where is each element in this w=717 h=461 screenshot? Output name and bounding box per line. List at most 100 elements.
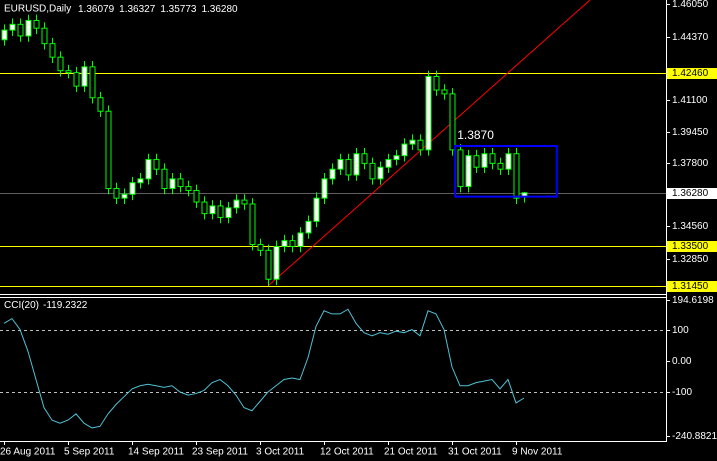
price-tag	[667, 281, 717, 292]
candle-body	[185, 186, 192, 191]
candle-body	[233, 199, 240, 209]
candle-body	[257, 244, 264, 251]
candle-body	[457, 149, 464, 188]
candle-body	[33, 19, 40, 29]
ohlc-value: 1.36280	[201, 4, 238, 15]
price-tag-label: 1.33500	[672, 241, 709, 252]
candle-body	[489, 153, 496, 164]
candle-body	[65, 70, 72, 74]
candle-body	[17, 23, 24, 37]
price-tag-label: 1.42460	[672, 68, 709, 79]
candle-body	[145, 159, 152, 180]
candle-body	[385, 159, 392, 168]
candle-body	[97, 97, 104, 112]
candle-body	[369, 162, 376, 180]
candle-body	[241, 199, 248, 205]
y-tick-label: 1.46050	[672, 0, 709, 10]
ohlc-value: 1.35773	[160, 4, 197, 15]
candle-body	[49, 43, 56, 58]
price-tag	[667, 188, 717, 199]
ohlc-values: 1.36079 1.36327 1.35773 1.36280	[78, 4, 238, 15]
candle-body	[377, 166, 384, 180]
candle-body	[345, 159, 352, 176]
candle-body	[497, 162, 504, 170]
candle-body	[473, 155, 480, 168]
x-tick-label: 31 Oct 2011	[448, 447, 502, 458]
candle-body	[9, 23, 16, 31]
candle-body	[321, 178, 328, 199]
candle-body	[433, 75, 440, 91]
candle-body	[161, 168, 168, 190]
x-tick-label: 3 Oct 2011	[256, 447, 305, 458]
box-label: 1.3870	[457, 128, 494, 142]
candle-body	[169, 178, 176, 190]
candle-body	[225, 207, 232, 218]
y-tick-label: 1.41100	[672, 95, 708, 106]
candle-body	[289, 240, 296, 247]
candle-body	[193, 189, 200, 203]
candle-body	[57, 56, 64, 72]
candle-body	[401, 143, 408, 157]
price-tag	[667, 241, 717, 252]
candle-body	[297, 232, 304, 247]
candle-body	[305, 220, 312, 234]
candle-body	[417, 139, 424, 151]
x-tick-label: 9 Nov 2011	[512, 447, 563, 458]
candle-body	[361, 153, 368, 164]
candle-body	[249, 203, 256, 246]
y-tick-label: -100	[672, 387, 692, 398]
candle-body	[409, 139, 416, 145]
indicator-title: CCI(20) -119.2322	[4, 300, 88, 311]
indicator-name: CCI(20)	[4, 300, 39, 311]
x-tick-label: 5 Sep 2011	[64, 447, 115, 458]
candle-body	[153, 159, 160, 170]
ohlc-value: 1.36327	[119, 4, 156, 15]
candle-body	[353, 153, 360, 176]
candle-body	[217, 205, 224, 218]
candle-body	[449, 93, 456, 151]
candle-body	[337, 159, 344, 170]
candle-body	[177, 178, 184, 188]
x-tick-label: 12 Oct 2011	[320, 447, 374, 458]
candle-body	[273, 245, 280, 280]
y-tick-label: 100	[672, 325, 689, 336]
candle-body	[113, 188, 120, 199]
candle-body	[513, 153, 520, 199]
y-tick-label: 1.39450	[672, 127, 709, 138]
candle-body	[137, 178, 144, 184]
price-tag-label: 1.36280	[672, 188, 709, 199]
box-annotation	[454, 145, 558, 198]
candle-body	[505, 153, 512, 170]
y-tick-label: 194.6198	[672, 295, 714, 306]
candle-body	[89, 66, 96, 99]
candle-body	[425, 75, 432, 151]
y-tick-label: -240.8821	[672, 431, 717, 442]
y-tick-label: 1.34560	[672, 221, 709, 232]
candle-body	[393, 155, 400, 161]
y-tick-label: 1.37800	[672, 158, 709, 169]
y-tick-label: 1.44370	[672, 32, 709, 43]
candle-body	[105, 110, 112, 190]
candle-body	[313, 197, 320, 222]
candle-body	[465, 155, 472, 188]
price-tag	[667, 68, 717, 79]
x-tick-label: 14 Sep 2011	[128, 447, 184, 458]
candle-body	[73, 72, 80, 87]
candle-body	[25, 19, 32, 37]
x-tick-label: 26 Aug 2011	[0, 447, 56, 458]
candle-body	[1, 29, 8, 41]
candle-body	[281, 240, 288, 247]
candle-body	[329, 168, 336, 180]
indicator-value: -119.2322	[43, 300, 88, 311]
chart-title: EURUSD,Daily	[4, 4, 71, 15]
candle-body	[41, 27, 48, 45]
candle-body	[129, 182, 136, 195]
price-tag-label: 1.31450	[672, 281, 709, 292]
y-tick-label: 0.00	[672, 356, 692, 367]
candle-body	[265, 249, 272, 280]
candle-body	[441, 89, 448, 95]
candle-body	[209, 205, 216, 215]
candle-body	[201, 201, 208, 215]
